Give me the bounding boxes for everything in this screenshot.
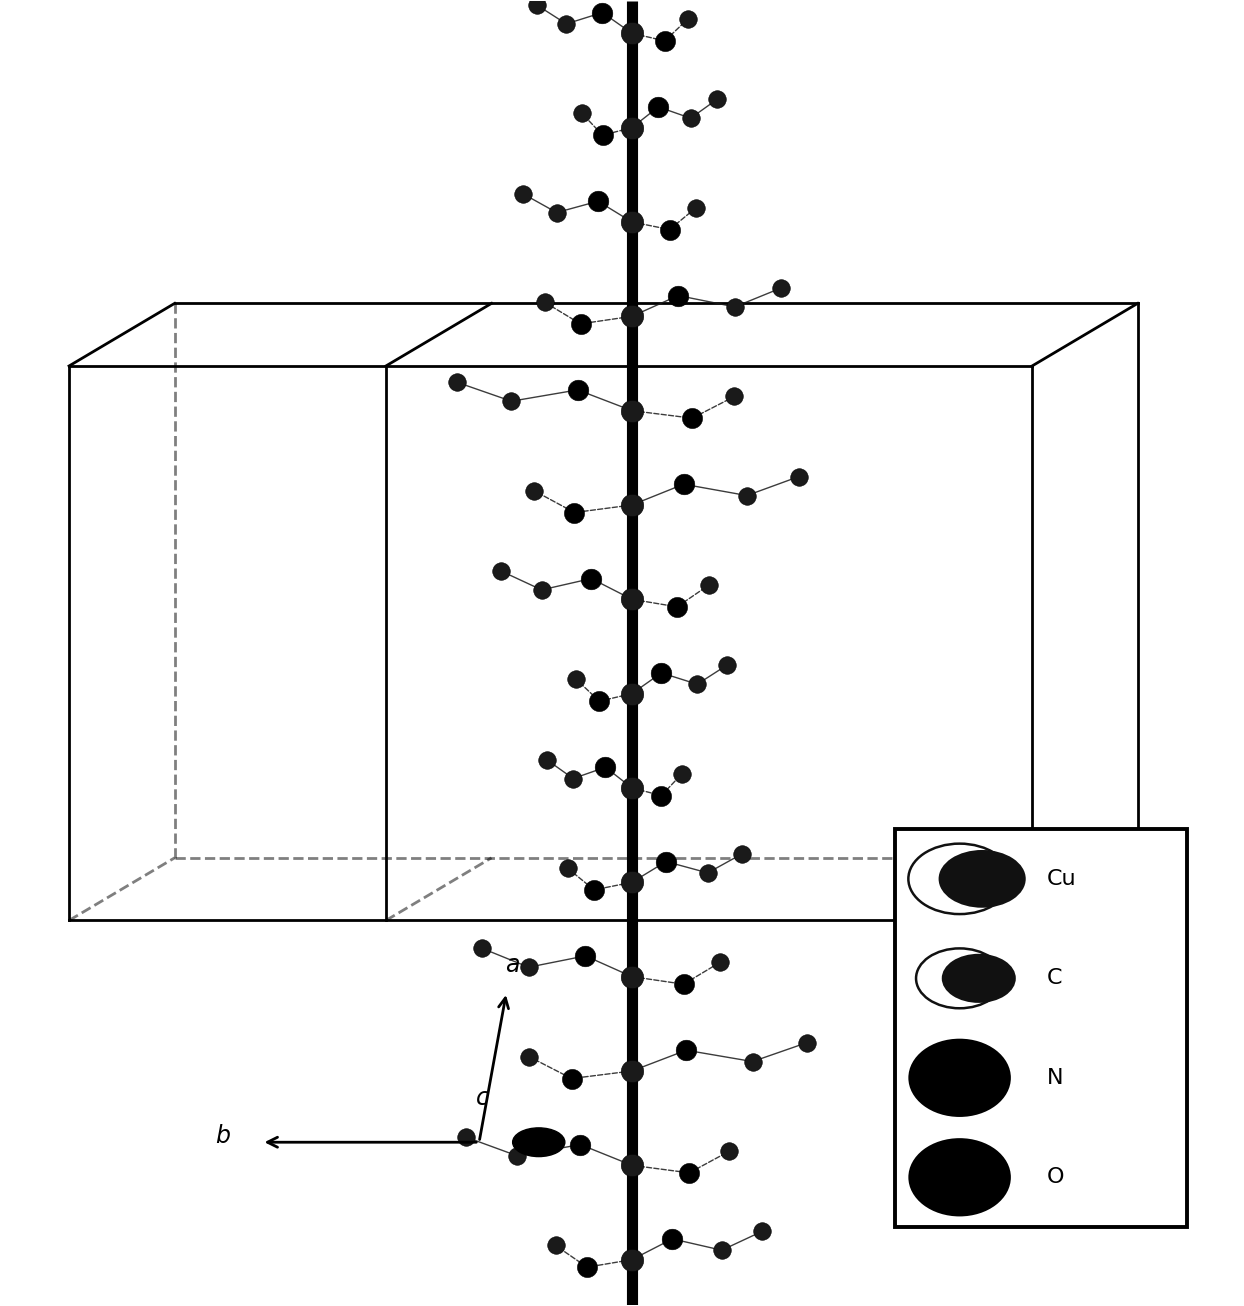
Point [678,9,698,30]
Point [571,313,591,334]
Point [622,872,642,893]
Point [668,285,688,306]
Point [546,202,566,223]
Point [536,750,556,771]
Point [667,597,687,618]
Point [699,575,719,596]
Point [622,683,642,704]
Point [513,183,532,204]
Point [526,0,546,16]
Text: a: a [505,952,520,977]
Point [622,966,642,987]
Point [672,764,692,785]
Point [687,674,707,695]
Ellipse shape [513,1128,565,1157]
Point [622,1060,642,1081]
Ellipse shape [908,1138,1011,1216]
Point [566,669,586,690]
Point [557,858,577,879]
Point [662,1229,682,1250]
Point [771,278,791,299]
Point [622,24,642,44]
Text: Cu: Cu [1047,868,1077,889]
Point [743,1051,763,1072]
Point [622,118,642,138]
Point [519,957,539,978]
Text: O: O [1047,1168,1065,1187]
Point [652,662,672,683]
Point [652,785,672,806]
Point [562,1068,582,1089]
Point [654,30,674,51]
Point [556,13,576,34]
Point [707,89,726,110]
Point [685,197,705,218]
Point [725,296,745,317]
Point [698,862,718,883]
Point [719,1140,739,1161]
Point [473,938,493,959]
Point [680,108,700,129]
Point [724,387,744,407]
Text: N: N [1047,1068,1064,1088]
Ellipse shape [908,1038,1011,1117]
Point [581,568,601,589]
Point [592,125,612,146]
Point [576,946,596,966]
Point [622,495,642,516]
Point [622,777,642,798]
Ellipse shape [939,850,1026,908]
Ellipse shape [908,844,1011,914]
Point [501,390,521,411]
Point [588,191,608,212]
Point [622,1155,642,1175]
Point [531,580,551,601]
Point [622,306,642,326]
Point [546,1235,566,1256]
Ellipse shape [916,948,1003,1008]
Point [592,3,612,24]
Point [622,1250,642,1271]
Point [577,1256,597,1277]
Text: b: b [215,1123,230,1148]
Point [674,474,694,495]
Point [789,466,809,487]
Point [590,691,610,712]
Point [731,844,751,865]
Point [565,502,585,522]
Point [564,768,583,789]
Point [567,380,587,401]
Point [622,212,642,232]
Point [596,756,616,777]
Point [622,589,642,610]
Point [674,974,694,995]
Bar [896,829,1187,1228]
Point [520,1046,540,1067]
Point [622,400,642,421]
Point [797,1032,817,1053]
Point [717,654,736,675]
Point [448,372,468,393]
Point [677,1040,697,1060]
Ellipse shape [942,953,1016,1003]
Point [648,97,668,118]
Point [712,1239,731,1260]
Point [585,879,605,900]
Text: C: C [1047,968,1062,989]
Point [508,1145,527,1166]
Point [753,1221,773,1242]
Text: c: c [476,1085,489,1110]
Point [679,1162,699,1183]
Point [656,852,675,872]
Point [455,1127,475,1148]
Point [736,485,756,505]
Point [572,103,592,124]
Point [491,560,511,581]
Point [682,407,702,428]
Point [524,481,544,502]
Point [535,291,555,312]
Point [571,1134,591,1155]
Point [710,952,730,973]
Point [659,219,679,240]
